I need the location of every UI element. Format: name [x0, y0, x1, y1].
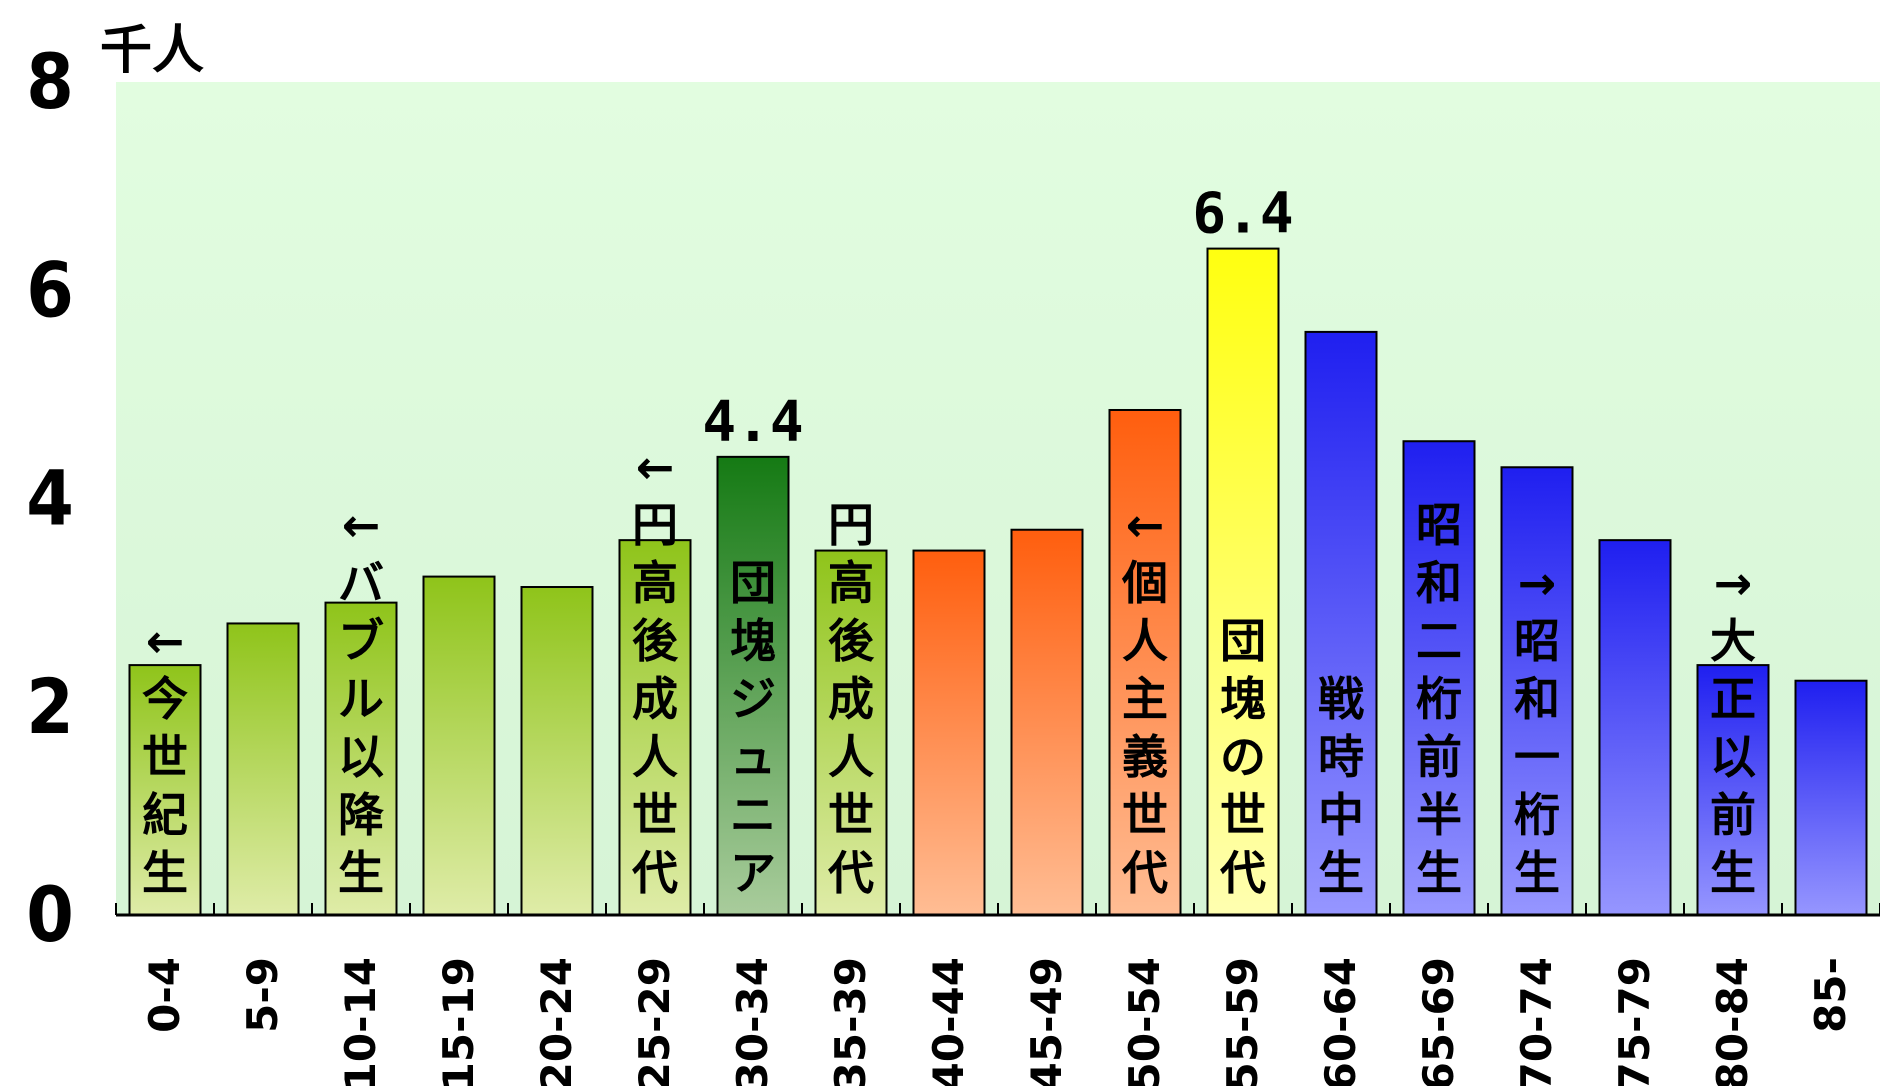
- bar-annotation-25-29: ←円高後成人世代: [631, 440, 679, 900]
- y-ticks-group: 0 2 4 6 8: [26, 37, 1880, 959]
- x-tick-label-35-39: 35-39: [826, 957, 875, 1086]
- bar-annotation-0-4: ←今世紀生: [142, 614, 188, 900]
- bar-10-14: [324, 601, 398, 916]
- x-tick-label-85-: 85-: [1806, 957, 1855, 1033]
- bar-annotation-80-84: →大正以前生: [1710, 556, 1756, 900]
- bar-15-19: [422, 575, 496, 916]
- x-tick-label-45-49: 45-49: [1022, 957, 1071, 1086]
- bars-group: ←今世紀生 ←バブル以降生 ←円高後成人世代 団塊ジュニア 4.4 円高後成人世代 ←個人主…: [128, 182, 1868, 917]
- bar-annotation-35-39: 円高後成人世代: [827, 498, 875, 900]
- x-tick-label-0-4: 0-4: [140, 957, 189, 1033]
- x-tick-label-10-14: 10-14: [336, 957, 385, 1086]
- x-tick-label-70-74: 70-74: [1512, 957, 1561, 1086]
- bar-annotation-55-59: 団塊の世代: [1219, 614, 1266, 900]
- bar-70-74: [1500, 466, 1574, 916]
- y-tick-label-3: 6: [26, 245, 74, 334]
- x-tick-label-30-34: 30-34: [728, 957, 777, 1086]
- x-tick-label-5-9: 5-9: [238, 957, 287, 1033]
- bar-30-34: [716, 455, 790, 916]
- x-tick-label-60-64: 60-64: [1316, 957, 1365, 1086]
- bar-annotation-10-14: ←バブル以降生: [338, 498, 384, 900]
- bar-85-: [1794, 679, 1868, 916]
- x-tick-label-75-79: 75-79: [1610, 957, 1659, 1086]
- bar-45-49: [1010, 528, 1084, 916]
- bar-annotation-50-54: ←個人主義世代: [1121, 498, 1168, 900]
- bar-annotation-30-34: 団塊ジュニア: [730, 556, 776, 900]
- bar-25-29: [618, 539, 692, 917]
- bar-40-44: [912, 549, 986, 916]
- x-tick-label-80-84: 80-84: [1708, 957, 1757, 1086]
- x-tick-label-15-19: 15-19: [434, 957, 483, 1086]
- bar-60-64: [1304, 330, 1378, 916]
- x-tick-label-25-29: 25-29: [630, 957, 679, 1086]
- bar-55-59: [1206, 247, 1280, 917]
- y-tick-label-1: 2: [26, 662, 74, 751]
- bar-35-39: [814, 549, 888, 916]
- y-tick-label-2: 4: [26, 454, 74, 543]
- y-tick-label-4: 8: [26, 37, 74, 126]
- x-tick-label-50-54: 50-54: [1120, 957, 1169, 1086]
- bar-annotation-70-74: →昭和一桁生: [1514, 556, 1560, 900]
- value-label-55-59: 6.4: [1192, 182, 1293, 247]
- y-tick-label-0: 0: [26, 870, 74, 959]
- x-tick-label-55-59: 55-59: [1218, 957, 1267, 1086]
- bar-65-69: [1402, 440, 1476, 916]
- x-tick-label-20-24: 20-24: [532, 957, 581, 1086]
- bar-annotation-65-69: 昭和二桁前半生: [1416, 498, 1462, 900]
- bar-annotation-60-64: 戦時中生: [1318, 672, 1364, 900]
- value-label-30-34: 4.4: [702, 390, 803, 455]
- x-labels-group: 0-4 5-9 10-14 15-19 20-24 25-29 30-34 35-39 40-4…: [140, 957, 1855, 1086]
- y-axis-unit-label: 千人: [100, 21, 205, 81]
- plot-area: [116, 82, 1880, 915]
- bar-80-84: [1696, 664, 1770, 916]
- bar-50-54: [1108, 408, 1182, 916]
- bar-75-79: [1598, 539, 1672, 917]
- bar-5-9: [226, 622, 300, 916]
- x-tick-label-65-69: 65-69: [1414, 957, 1463, 1086]
- bar-20-24: [520, 586, 594, 916]
- x-tick-label-40-44: 40-44: [924, 957, 973, 1086]
